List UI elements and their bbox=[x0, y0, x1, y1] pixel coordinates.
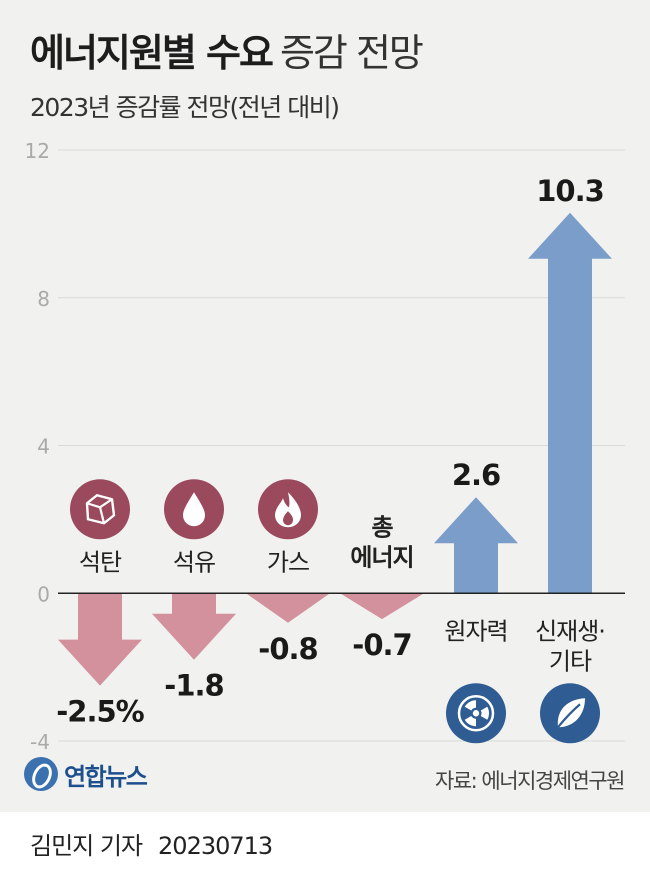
arrow-bar bbox=[528, 212, 612, 594]
flame-icon bbox=[258, 479, 318, 540]
leaf-icon bbox=[540, 683, 600, 744]
chart-subtitle: 2023년 증감률 전망(전년 대비) bbox=[30, 93, 340, 122]
reporter-name: 김민지 기자 bbox=[30, 832, 143, 860]
chart-panel bbox=[0, 0, 650, 812]
bar-chart: -4 0 4 8 12 -2.5% -1.8 -0.8 -0.7 2.6 10.3 석탄 석유 가스 총 에너… bbox=[25, 139, 625, 754]
publish-date: 20230713 bbox=[158, 832, 273, 860]
value-label: -0.7 bbox=[352, 628, 411, 662]
arrow-bar bbox=[434, 497, 518, 594]
category-label-line: 원자력 bbox=[444, 617, 507, 645]
oil-drop-icon bbox=[164, 479, 224, 540]
category-label-line: 에너지 bbox=[350, 543, 413, 571]
title-bold: 에너지원별 수요 bbox=[30, 31, 274, 75]
category-label-line: 총 bbox=[371, 513, 393, 541]
y-tick-label: 8 bbox=[37, 287, 50, 311]
category-label-line: 석탄 bbox=[79, 548, 122, 576]
yonhap-logo: 연합뉴스 bbox=[24, 754, 148, 794]
value-label: -1.8 bbox=[164, 669, 223, 703]
y-tick-label: 12 bbox=[25, 139, 50, 163]
byline: 김민지 기자 20230713 bbox=[30, 826, 273, 861]
category-label: 원자력 bbox=[444, 617, 507, 645]
value-label: -2.5% bbox=[56, 695, 144, 729]
y-tick-label: 0 bbox=[37, 582, 50, 606]
category-label-line: 신재생· bbox=[535, 617, 605, 645]
category-label-line: 기타 bbox=[549, 647, 592, 675]
arrow-bar bbox=[58, 593, 142, 686]
coal-icon bbox=[70, 479, 130, 540]
yonhap-logo-icon bbox=[24, 757, 58, 791]
value-label: 2.6 bbox=[452, 458, 500, 492]
y-tick-label: -4 bbox=[30, 730, 50, 754]
title-light: 증감 전망 bbox=[279, 31, 424, 75]
value-label: -0.8 bbox=[258, 632, 317, 666]
category-label: 총 에너지 bbox=[350, 513, 413, 571]
arrow-bar bbox=[246, 593, 330, 623]
chart-title: 에너지원별 수요 증감 전망 bbox=[30, 22, 424, 77]
y-tick-label: 4 bbox=[37, 435, 50, 459]
category-label: 석탄 bbox=[79, 548, 122, 576]
radiation-icon bbox=[446, 683, 506, 744]
category-label: 가스 bbox=[267, 548, 309, 576]
category-label-line: 석유 bbox=[173, 548, 215, 576]
source-note: 자료: 에너지경제연구원 bbox=[435, 769, 625, 793]
category-label-line: 가스 bbox=[267, 548, 309, 576]
value-label: 10.3 bbox=[536, 174, 604, 208]
arrow-bar bbox=[152, 593, 236, 660]
category-label: 신재생· 기타 bbox=[535, 617, 605, 675]
arrow-bar bbox=[340, 593, 424, 620]
category-label: 석유 bbox=[173, 548, 215, 576]
logo-text: 연합뉴스 bbox=[64, 762, 148, 791]
